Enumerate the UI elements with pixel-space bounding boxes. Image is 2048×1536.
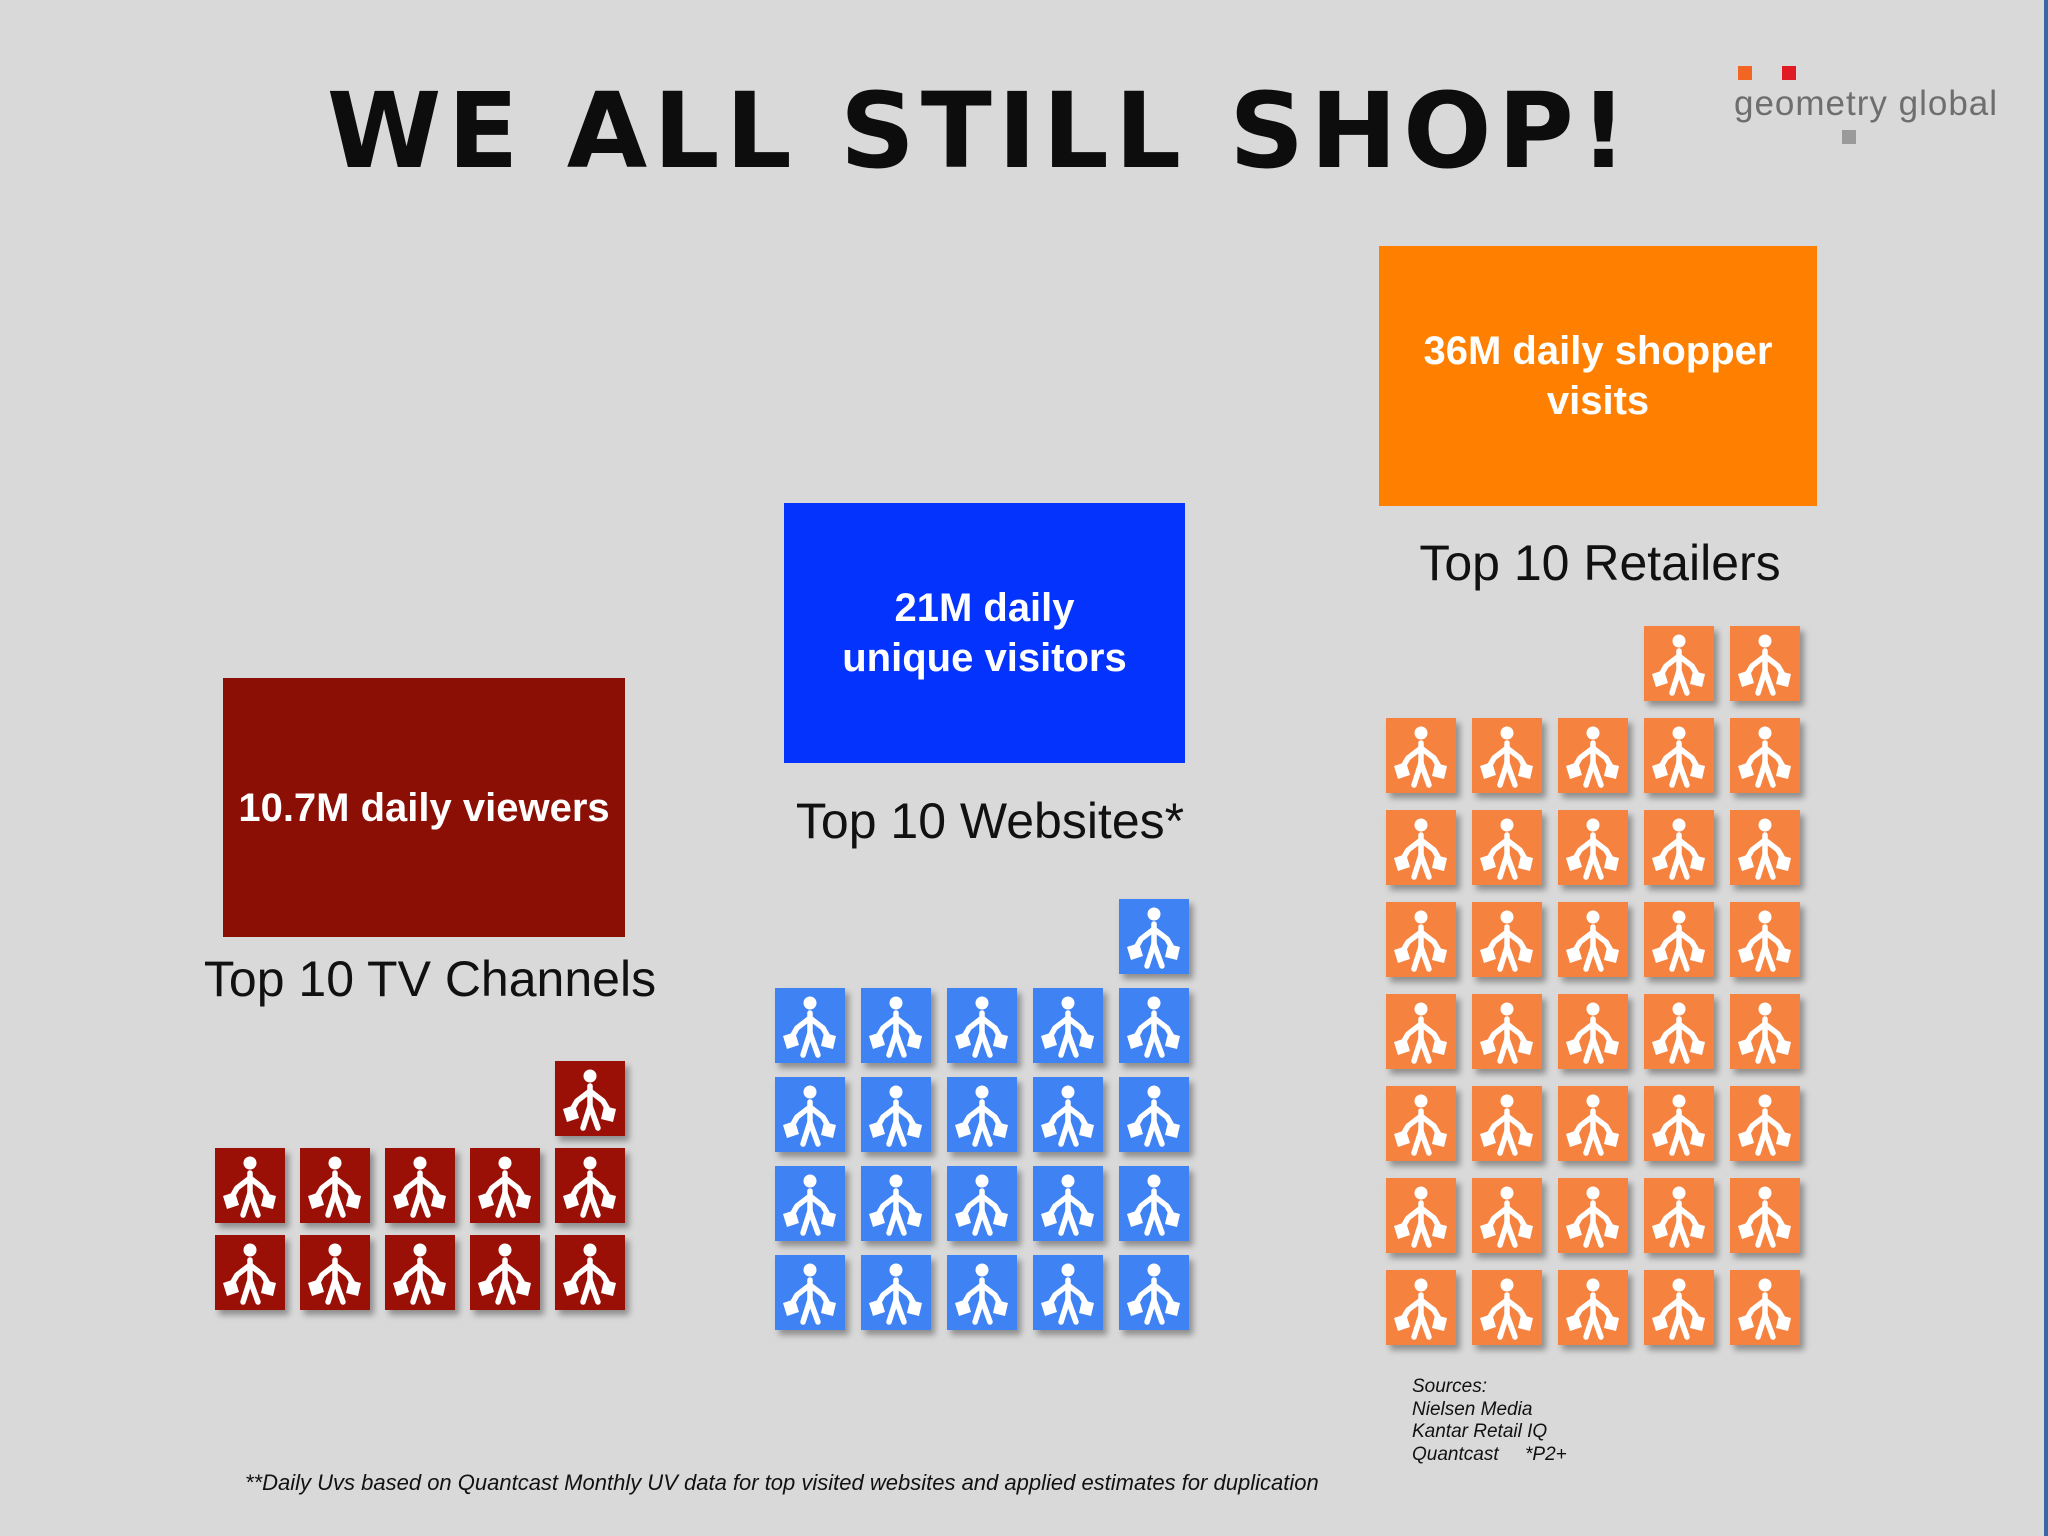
shopper-icon: [1472, 994, 1542, 1069]
shopper-icon: [555, 1235, 625, 1310]
tv-value-label: 10.7M daily viewers: [238, 785, 610, 830]
shopper-icon: [1730, 626, 1800, 701]
shopper-icon: [861, 988, 931, 1063]
shopper-icon: [861, 1077, 931, 1152]
shopper-icon: [861, 1255, 931, 1330]
websites-category-label: Top 10 Websites*: [795, 793, 1185, 849]
shopper-icon: [1730, 1178, 1800, 1253]
logo-square-red-icon: [1782, 66, 1796, 80]
shopper-icon: [300, 1148, 370, 1223]
shopper-icon: [1730, 902, 1800, 977]
shopper-icon: [1386, 718, 1456, 793]
shopper-icon: [555, 1148, 625, 1223]
footnote: **Daily Uvs based on Quantcast Monthly U…: [245, 1470, 1319, 1495]
shopper-icon: [1558, 1086, 1628, 1161]
websites-value-label-line-2: unique visitors: [842, 636, 1127, 680]
shopper-icon: [215, 1148, 285, 1223]
shopper-icon: [1644, 994, 1714, 1069]
sources-line: Nielsen Media: [1412, 1398, 1533, 1420]
shopper-icon: [1033, 988, 1103, 1063]
shopper-icon: [1119, 899, 1189, 974]
shopper-icon: [1644, 718, 1714, 793]
shopper-icon: [555, 1061, 625, 1136]
shopper-icon: [1730, 810, 1800, 885]
shopper-icon: [470, 1148, 540, 1223]
shopper-icon: [1558, 1270, 1628, 1345]
shopper-icon: [1644, 1178, 1714, 1253]
tv-value-box: 10.7M daily viewers: [223, 678, 625, 937]
shopper-icon: [1033, 1077, 1103, 1152]
shopper-icon: [775, 1255, 845, 1330]
sources-line: Quantcast *P2+: [1412, 1443, 1567, 1465]
shopper-icon: [1033, 1166, 1103, 1241]
logo-square-grey-icon: [1842, 130, 1856, 144]
geometry-global-logo: geometry global: [1730, 62, 2000, 152]
retailers-value-box: 36M daily shopper visits: [1379, 246, 1817, 506]
shopper-icon: [1730, 994, 1800, 1069]
sources-line: Kantar Retail IQ: [1412, 1421, 1548, 1442]
sources-heading: Sources:: [1412, 1376, 1487, 1397]
shopper-icon: [1730, 1270, 1800, 1345]
shopper-icon: [1558, 718, 1628, 793]
shopper-icon: [1730, 718, 1800, 793]
shopper-icon: [1472, 902, 1542, 977]
shopper-icon: [1558, 1178, 1628, 1253]
shopper-icon: [1644, 902, 1714, 977]
shopper-icon: [385, 1235, 455, 1310]
shopper-icon: [1119, 1166, 1189, 1241]
shopper-icon: [1644, 1086, 1714, 1161]
shopper-icon: [1472, 1178, 1542, 1253]
shopper-icon: [947, 988, 1017, 1063]
shopper-icon: [1119, 1255, 1189, 1330]
retailers-value-label-line-1: 36M daily shopper: [1423, 329, 1773, 373]
shopper-icon: [1119, 1077, 1189, 1152]
tv-category-label: Top 10 TV Channels: [203, 951, 657, 1007]
shopper-icon: [1472, 718, 1542, 793]
shopper-icon: [1033, 1255, 1103, 1330]
shopper-icon: [470, 1235, 540, 1310]
shopper-icon: [947, 1077, 1017, 1152]
shopper-icon: [1558, 902, 1628, 977]
shopper-icon: [947, 1255, 1017, 1330]
slide-title: WE ALL STILL SHOP!: [326, 70, 1634, 192]
shopper-icon: [1730, 1086, 1800, 1161]
retailers-value-label-line-2: visits: [1546, 379, 1650, 423]
shopper-icon: [1386, 1270, 1456, 1345]
shopper-icon: [385, 1148, 455, 1223]
shopper-icon: [1472, 810, 1542, 885]
shopper-icon: [1386, 994, 1456, 1069]
shopper-icon: [1386, 1086, 1456, 1161]
shopper-icon: [1558, 810, 1628, 885]
sources-note: Sources: Nielsen Media Kantar Retail IQ …: [1412, 1376, 1567, 1466]
shopper-icon: [1644, 626, 1714, 701]
shopper-icon: [300, 1235, 370, 1310]
slide-border: [2044, 0, 2048, 1536]
shopper-icon: [1386, 1178, 1456, 1253]
shopper-icon: [1119, 988, 1189, 1063]
websites-value-box: 21M daily unique visitors: [784, 503, 1185, 763]
shopper-icon: [775, 988, 845, 1063]
websites-value-label-line-1: 21M daily: [894, 586, 1075, 630]
shopper-icon: [1644, 1270, 1714, 1345]
shopper-icon: [775, 1166, 845, 1241]
retailers-category-label: Top 10 Retailers: [1419, 535, 1781, 591]
shopper-icon: [947, 1166, 1017, 1241]
shopper-icon: [1558, 994, 1628, 1069]
shopper-icon: [1644, 810, 1714, 885]
shopper-icon: [215, 1235, 285, 1310]
shopper-icon: [1386, 902, 1456, 977]
shopper-icon: [1472, 1270, 1542, 1345]
shopper-icon: [1472, 1086, 1542, 1161]
logo-text: geometry global: [1734, 84, 1999, 123]
shopper-icon: [775, 1077, 845, 1152]
shopper-icon: [861, 1166, 931, 1241]
logo-square-orange-icon: [1738, 66, 1752, 80]
shopper-icon: [1386, 810, 1456, 885]
